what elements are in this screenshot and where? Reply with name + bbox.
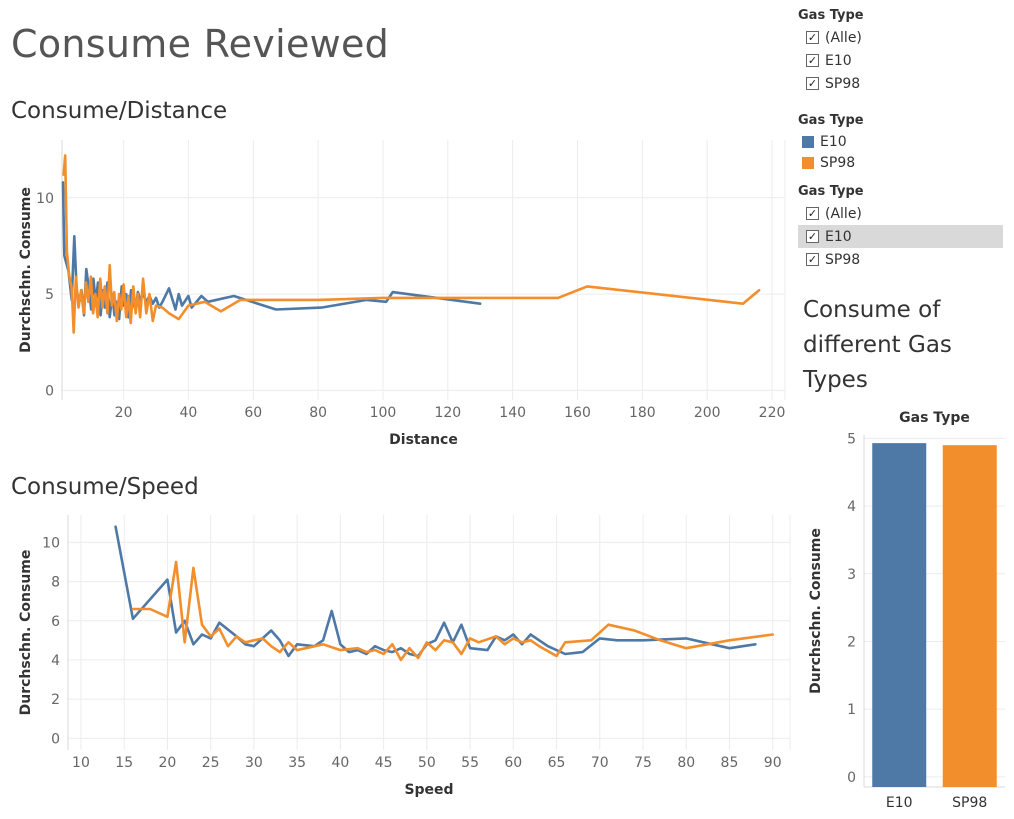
legend-title: Gas Type <box>798 113 864 128</box>
y-tick-label: 0 <box>51 731 60 747</box>
checkbox-checked-icon[interactable]: ✓ <box>806 230 819 243</box>
color-swatch-icon <box>802 156 814 169</box>
x-tick-label: 15 <box>115 755 133 771</box>
y-tick-label: 2 <box>847 634 856 650</box>
bar-e10 <box>872 443 927 787</box>
checkbox-checked-icon[interactable]: ✓ <box>806 31 819 44</box>
legend-item-e10[interactable]: E10 <box>798 131 1003 152</box>
filter-title: Gas Type <box>798 184 864 199</box>
y-axis-label: Durchschn. Consume <box>808 528 824 694</box>
distance-chart-title: Consume/Distance <box>11 98 228 124</box>
x-tick-label: 90 <box>764 755 782 771</box>
page-title: Consume Reviewed <box>11 22 390 66</box>
filter-title: Gas Type <box>798 8 864 23</box>
x-tick-label: 65 <box>548 755 566 771</box>
x-tick-label: 25 <box>202 755 220 771</box>
checkbox-checked-icon[interactable]: ✓ <box>806 207 819 220</box>
category-label: E10 <box>886 795 913 811</box>
x-tick-label: 40 <box>331 755 349 771</box>
x-tick-label: 180 <box>629 405 656 421</box>
x-tick-label: 60 <box>504 755 522 771</box>
x-tick-label: 70 <box>591 755 609 771</box>
gas-type-chart-title: Consume of different Gas Types <box>803 297 952 393</box>
y-tick-label: 4 <box>847 499 856 515</box>
filter-option-label: E10 <box>825 228 852 245</box>
filter-option-sp98[interactable]: ✓ SP98 <box>798 72 1003 95</box>
filter-option-label: (Alle) <box>825 205 862 222</box>
x-tick-label: 55 <box>461 755 479 771</box>
x-tick-label: 60 <box>244 405 262 421</box>
filter-option-all[interactable]: ✓ (Alle) <box>798 26 1003 49</box>
x-tick-label: 40 <box>180 405 198 421</box>
filter-option-all[interactable]: ✓ (Alle) <box>798 202 1003 225</box>
y-tick-label: 1 <box>847 702 856 718</box>
bar-header-label: Gas Type <box>899 410 970 426</box>
filter-option-label: E10 <box>825 52 852 69</box>
y-tick-label: 4 <box>51 653 60 669</box>
x-tick-label: 45 <box>375 755 393 771</box>
x-tick-label: 220 <box>759 405 786 421</box>
speed-chart-title: Consume/Speed <box>11 474 199 500</box>
series-line-sp98 <box>131 560 775 662</box>
filter-option-sp98[interactable]: ✓ SP98 <box>798 248 1003 271</box>
y-tick-label: 10 <box>36 191 54 207</box>
y-tick-label: 10 <box>42 535 60 551</box>
y-tick-label: 5 <box>45 287 54 303</box>
x-tick-label: 10 <box>72 755 90 771</box>
x-tick-label: 140 <box>499 405 526 421</box>
y-axis-label: Durchschn. Consume <box>18 550 34 716</box>
bar-sp98 <box>942 445 997 787</box>
y-tick-label: 3 <box>847 567 856 583</box>
series-line-sp98 <box>62 154 761 334</box>
checkbox-checked-icon[interactable]: ✓ <box>806 54 819 67</box>
category-label: SP98 <box>952 795 987 811</box>
x-tick-label: 80 <box>309 405 327 421</box>
y-tick-label: 2 <box>51 692 60 708</box>
y-tick-label: 0 <box>45 383 54 399</box>
x-tick-label: 100 <box>370 405 397 421</box>
x-tick-label: 20 <box>159 755 177 771</box>
x-tick-label: 50 <box>418 755 436 771</box>
x-axis-label: Distance <box>389 432 458 448</box>
filter-option-label: SP98 <box>825 251 861 268</box>
consume-speed-chart: 10 15 20 25 30 35 40 45 50 55 60 65 70 75 80 85 90 0 2 4 6 8 1… <box>18 515 791 798</box>
y-axis-label: Durchschn. Consume <box>18 187 34 353</box>
x-tick-label: 35 <box>288 755 306 771</box>
x-tick-label: 160 <box>564 405 591 421</box>
filter-option-label: (Alle) <box>825 29 862 46</box>
x-tick-label: 75 <box>634 755 652 771</box>
filter-option-e10[interactable]: ✓ E10 <box>798 225 1003 248</box>
filter-option-e10[interactable]: ✓ E10 <box>798 49 1003 72</box>
x-tick-label: 120 <box>434 405 461 421</box>
gas-type-filter-1: Gas Type ✓ (Alle) ✓ E10 ✓ SP98 <box>798 6 1003 95</box>
x-tick-label: 80 <box>677 755 695 771</box>
x-tick-label: 200 <box>694 405 721 421</box>
y-tick-label: 0 <box>847 770 856 786</box>
gas-type-filter-2: Gas Type ✓ (Alle) ✓ E10 ✓ SP98 <box>798 182 1003 271</box>
checkbox-checked-icon[interactable]: ✓ <box>806 77 819 90</box>
x-tick-label: 85 <box>721 755 739 771</box>
gas-type-bar-chart: Gas Type 0 1 2 3 4 5 Durchschn. Consume E10 SP98 <box>808 410 1005 811</box>
legend-item-sp98[interactable]: SP98 <box>798 152 1003 173</box>
x-axis-label: Speed <box>404 782 453 798</box>
x-tick-label: 20 <box>115 405 133 421</box>
y-tick-label: 6 <box>51 614 60 630</box>
consume-distance-chart: 20 40 60 80 100 120 140 160 180 200 220 0 5 10 Distanc… <box>18 140 786 448</box>
legend-label: SP98 <box>820 154 856 171</box>
y-tick-label: 8 <box>51 575 60 591</box>
color-swatch-icon <box>802 135 814 148</box>
legend-label: E10 <box>820 133 847 150</box>
gas-type-legend: Gas Type E10 SP98 <box>798 111 1003 173</box>
y-tick-label: 5 <box>847 431 856 447</box>
series-line-e10 <box>61 181 482 321</box>
filter-option-label: SP98 <box>825 75 861 92</box>
x-tick-label: 30 <box>245 755 263 771</box>
checkbox-checked-icon[interactable]: ✓ <box>806 253 819 266</box>
